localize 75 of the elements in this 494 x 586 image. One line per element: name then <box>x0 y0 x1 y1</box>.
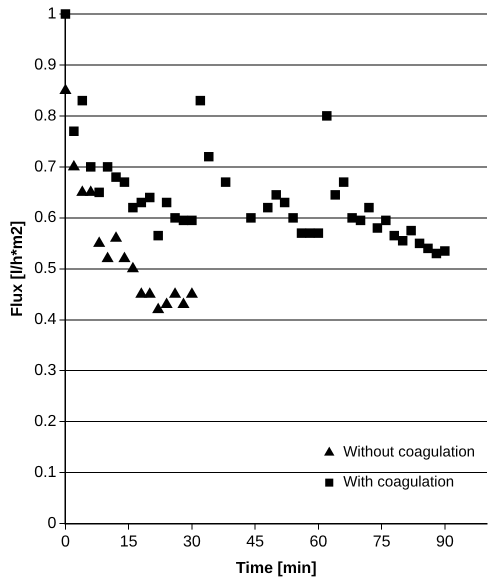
point <box>196 96 206 106</box>
point <box>187 216 197 226</box>
point <box>127 262 139 272</box>
point <box>398 236 408 246</box>
point <box>111 172 121 182</box>
point <box>432 248 442 258</box>
y-tick-label: 1 <box>48 5 57 22</box>
point <box>414 238 424 248</box>
point <box>178 216 188 226</box>
y-tick-label: 0.5 <box>34 260 57 278</box>
point <box>69 126 79 136</box>
x-tick-label: 90 <box>436 534 454 551</box>
x-tick-label: 45 <box>246 534 264 551</box>
point <box>144 288 156 298</box>
point <box>423 244 433 254</box>
point <box>136 288 148 298</box>
point <box>152 303 164 314</box>
point <box>76 186 88 196</box>
y-tick-label: 0.6 <box>34 209 57 226</box>
point <box>160 298 172 308</box>
y-tick-label: 0.4 <box>34 311 57 328</box>
point <box>186 288 198 298</box>
y-tick-label: 0.1 <box>34 464 57 482</box>
x-tick-label: 15 <box>120 534 138 551</box>
point <box>153 230 163 240</box>
point <box>94 188 104 198</box>
x-tick-label: 75 <box>372 534 391 551</box>
point <box>338 177 348 187</box>
point <box>406 226 416 236</box>
point <box>93 236 105 247</box>
y-tick-label: 0.7 <box>34 158 57 176</box>
y-tick-label: 0.2 <box>34 413 57 430</box>
point <box>356 216 366 226</box>
point <box>128 202 138 212</box>
point <box>314 228 324 238</box>
point <box>118 252 130 262</box>
y-axis-title: Flux [l/h*m2] <box>9 220 26 317</box>
point <box>322 111 332 121</box>
point <box>347 213 357 223</box>
point <box>162 198 172 208</box>
point <box>364 202 374 212</box>
y-tick-label: 0.3 <box>34 362 57 380</box>
point <box>136 198 146 208</box>
point <box>263 202 273 212</box>
x-axis-title: Time [min] <box>236 560 317 577</box>
point <box>390 230 399 240</box>
point <box>246 213 256 223</box>
x-tick-label: 0 <box>60 534 70 551</box>
point <box>440 246 450 256</box>
point <box>372 223 382 233</box>
point <box>271 190 281 200</box>
point <box>170 213 180 223</box>
point <box>102 162 112 172</box>
point <box>381 216 391 226</box>
point <box>280 198 290 208</box>
point <box>330 190 340 200</box>
point <box>102 252 114 262</box>
y-tick-label: 0.9 <box>34 56 57 74</box>
point <box>86 162 96 172</box>
point <box>145 192 154 202</box>
point <box>78 96 88 106</box>
legend-label: With coagulation <box>343 474 454 491</box>
x-tick-label: 60 <box>309 534 328 551</box>
point <box>204 152 214 162</box>
point <box>288 213 298 223</box>
point <box>169 288 181 298</box>
y-tick-label: 0 <box>48 515 57 532</box>
x-tick-label: 30 <box>183 534 201 551</box>
point <box>220 177 230 187</box>
point <box>305 228 315 238</box>
point <box>178 298 190 308</box>
point <box>120 177 130 187</box>
legend-label: Without coagulation <box>343 444 475 461</box>
y-tick-label: 0.8 <box>34 107 57 124</box>
point <box>110 232 122 242</box>
